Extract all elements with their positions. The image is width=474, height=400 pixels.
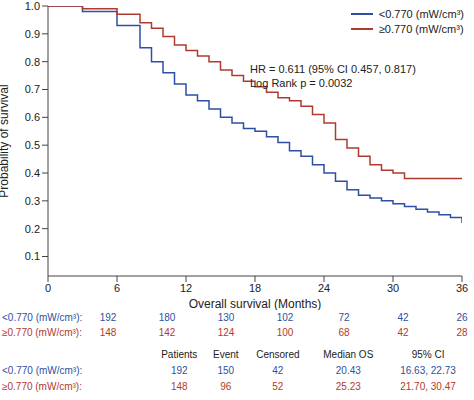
html-text:42: 42 bbox=[397, 327, 409, 338]
html-text:Censored: Censored bbox=[256, 348, 300, 360]
svg-text:6: 6 bbox=[114, 282, 120, 294]
svg-text:Probability of survival: Probability of survival bbox=[8, 84, 11, 197]
html-text:148: 148 bbox=[99, 327, 117, 338]
html-text:42: 42 bbox=[272, 364, 284, 376]
svg-text:0.8: 0.8 bbox=[25, 56, 40, 68]
svg-text:30: 30 bbox=[387, 282, 399, 294]
html-text:≥0.770 (mW/cm³):: ≥0.770 (mW/cm³): bbox=[2, 380, 82, 392]
svg-text:0.5: 0.5 bbox=[25, 139, 40, 151]
svg-text:18: 18 bbox=[249, 282, 261, 294]
html-text:Median OS: Median OS bbox=[323, 348, 374, 360]
svg-text:36: 36 bbox=[456, 282, 466, 294]
html-text:102: 102 bbox=[276, 312, 294, 323]
svg-text:0.3: 0.3 bbox=[25, 195, 40, 207]
html-text:Event: Event bbox=[213, 348, 239, 360]
html-text:≥0.770 (mW/cm³): ≥0.770 (mW/cm³) bbox=[378, 22, 464, 35]
html-text:25.23: 25.23 bbox=[335, 380, 361, 392]
svg-text:1.0: 1.0 bbox=[25, 0, 40, 12]
html-text:42: 42 bbox=[397, 312, 409, 323]
svg-text:0.9: 0.9 bbox=[25, 28, 40, 40]
html-text:HR = 0.611 (95% CI 0.457, 0.81: HR = 0.611 (95% CI 0.457, 0.817) bbox=[250, 63, 416, 75]
svg-text:0.6: 0.6 bbox=[25, 111, 40, 123]
svg-text:Overall survival (Months): Overall survival (Months) bbox=[189, 297, 322, 310]
html-text:96: 96 bbox=[220, 380, 232, 392]
html-text:180: 180 bbox=[158, 312, 176, 323]
html-text:≥0.770 (mW/cm³):: ≥0.770 (mW/cm³): bbox=[2, 327, 82, 338]
html-text:<0.770 (mW/cm³): <0.770 (mW/cm³) bbox=[378, 7, 464, 20]
html-text:68: 68 bbox=[338, 327, 350, 338]
html-text:20.43: 20.43 bbox=[335, 364, 361, 376]
html-text:72: 72 bbox=[338, 312, 350, 323]
html-text:192: 192 bbox=[170, 364, 188, 376]
svg-text:0: 0 bbox=[45, 282, 51, 294]
html-text:148: 148 bbox=[170, 380, 188, 392]
html-text:124: 124 bbox=[217, 327, 235, 338]
svg-text:0.7: 0.7 bbox=[25, 83, 40, 95]
html-text:52: 52 bbox=[272, 380, 284, 392]
html-text:192: 192 bbox=[99, 312, 117, 323]
html-text:28: 28 bbox=[456, 327, 468, 338]
html-text:26: 26 bbox=[456, 312, 468, 323]
svg-text:24: 24 bbox=[318, 282, 330, 294]
html-text:142: 142 bbox=[158, 327, 176, 338]
svg-text:0.4: 0.4 bbox=[25, 167, 40, 179]
html-text:Log Rank p = 0.0032: Log Rank p = 0.0032 bbox=[250, 77, 353, 89]
svg-text:0.1: 0.1 bbox=[25, 250, 40, 262]
html-text:95% CI: 95% CI bbox=[411, 348, 445, 360]
svg-text:12: 12 bbox=[180, 282, 192, 294]
svg-text:0.2: 0.2 bbox=[25, 223, 40, 235]
html-text:<0.770 (mW/cm³):: <0.770 (mW/cm³): bbox=[2, 312, 83, 323]
html-text:16.63, 22.73: 16.63, 22.73 bbox=[400, 364, 456, 376]
html-text:130: 130 bbox=[217, 312, 235, 323]
html-text:21.70, 30.47: 21.70, 30.47 bbox=[400, 380, 456, 392]
html-text:Patients: Patients bbox=[161, 348, 198, 360]
html-text:150: 150 bbox=[217, 364, 235, 376]
html-text:<0.770 (mW/cm³):: <0.770 (mW/cm³): bbox=[2, 364, 83, 376]
html-text:100: 100 bbox=[276, 327, 294, 338]
